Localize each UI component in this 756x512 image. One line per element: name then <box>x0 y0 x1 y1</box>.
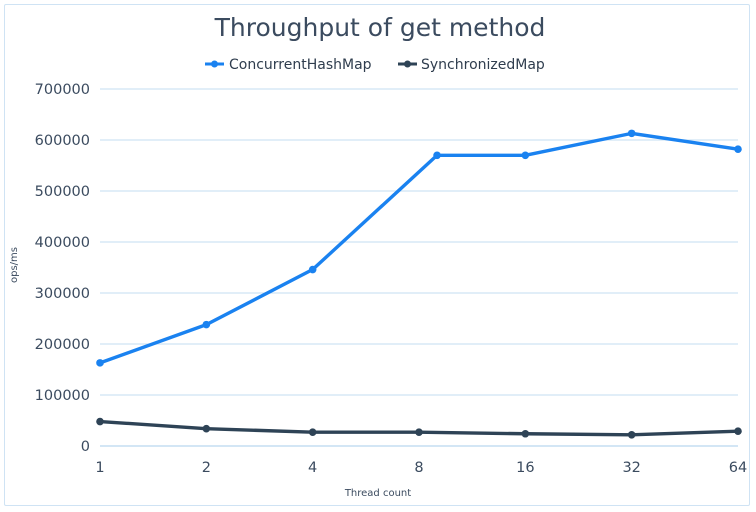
y-tick-label: 200000 <box>35 337 90 353</box>
x-axis-label: Thread count <box>344 488 411 499</box>
data-point-synchronizedmap <box>627 430 636 439</box>
data-point-concurrenthashmap <box>433 151 441 160</box>
data-point-synchronizedmap <box>202 424 211 433</box>
x-tick-label: 16 <box>516 460 534 476</box>
data-point-synchronizedmap <box>96 417 104 426</box>
y-tick-label: 600000 <box>35 133 90 149</box>
data-point-concurrenthashmap <box>521 151 530 160</box>
data-point-concurrenthashmap <box>734 145 742 153</box>
legend-item-concurrenthashmap: ConcurrentHashMap <box>205 57 372 73</box>
data-point-concurrenthashmap <box>96 359 104 367</box>
series-line-concurrenthashmap <box>98 131 740 365</box>
x-axis-ticks: 1 2 4 8 16 32 64 <box>95 460 747 476</box>
legend-swatch-marker <box>404 60 411 68</box>
gridlines <box>100 88 738 447</box>
data-point-synchronizedmap <box>734 427 742 436</box>
x-tick-label: 1 <box>95 460 104 476</box>
x-tick-label: 64 <box>729 460 747 476</box>
data-point-synchronizedmap <box>415 428 423 437</box>
data-point-concurrenthashmap <box>202 320 211 329</box>
legend-swatch-marker <box>211 60 218 68</box>
legend: ConcurrentHashMap SynchronizedMap <box>205 57 545 73</box>
data-point-synchronizedmap <box>308 428 317 437</box>
x-tick-label: 8 <box>414 460 423 476</box>
y-axis-label: ops/ms <box>9 247 20 283</box>
x-tick-label: 4 <box>308 460 317 476</box>
series-lines <box>96 129 742 439</box>
y-tick-label: 0 <box>81 439 90 455</box>
y-tick-label: 500000 <box>35 184 90 200</box>
data-point-synchronizedmap <box>521 429 530 438</box>
y-tick-label: 400000 <box>35 235 90 251</box>
legend-label-synchronizedmap: SynchronizedMap <box>421 57 545 73</box>
x-tick-label: 2 <box>202 460 211 476</box>
y-tick-label: 300000 <box>35 286 90 302</box>
y-tick-label: 700000 <box>35 82 90 98</box>
y-axis-ticks: 0 100000 200000 300000 400000 500000 600000 700… <box>35 82 90 455</box>
legend-item-synchronizedmap: SynchronizedMap <box>398 57 545 73</box>
legend-label-concurrenthashmap: ConcurrentHashMap <box>229 57 372 73</box>
data-point-concurrenthashmap <box>627 129 636 138</box>
y-tick-label: 100000 <box>35 388 90 404</box>
x-tick-label: 32 <box>622 460 640 476</box>
data-point-concurrenthashmap <box>308 265 317 274</box>
chart-title: Throughput of get method <box>214 13 546 42</box>
